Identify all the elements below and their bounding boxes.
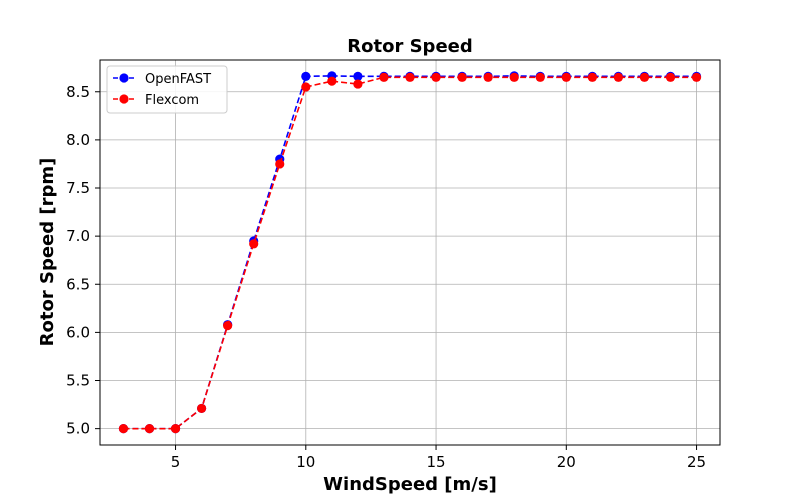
- flexcom-data-point: [613, 72, 624, 82]
- flexcom-data-point: [275, 159, 285, 169]
- flexcom-series-line: [123, 76, 697, 430]
- y-axis-label: Rotor Speed [rpm]: [37, 158, 58, 347]
- flexcom-data-point: [483, 72, 493, 82]
- flexcom-data-point: [223, 321, 233, 331]
- flexcom-data-point: [405, 72, 415, 82]
- flexcom-data-point: [587, 72, 597, 82]
- axis-ticks: 5 10 15 20 25 5.0 5.5 6.0 6.5 7.0 7.5 8.0 8.5: [66, 83, 706, 471]
- grid-lines: [100, 60, 720, 445]
- flexcom-data-point: [301, 82, 311, 92]
- y-tick-label: 7.0: [66, 227, 90, 245]
- x-tick-label: 5: [171, 453, 181, 471]
- x-tick-label: 15: [427, 453, 446, 471]
- openfast-series-line: [123, 75, 697, 430]
- flexcom-data-point: [118, 424, 129, 434]
- flexcom-data-point: [639, 72, 650, 82]
- y-tick-label: 6.0: [66, 323, 90, 341]
- flexcom-data-point: [353, 79, 363, 89]
- y-tick-label: 8.5: [66, 83, 90, 101]
- y-tick-label: 6.5: [66, 275, 90, 293]
- plot-frame: [99, 59, 721, 446]
- flexcom-data-point: [144, 424, 155, 434]
- x-tick-label: 25: [687, 453, 706, 471]
- y-tick-label: 8.0: [66, 131, 90, 149]
- flexcom-data-point: [665, 72, 676, 82]
- legend-flexcom-label: Flexcom: [145, 93, 199, 108]
- flexcom-data-point: [431, 72, 441, 82]
- flexcom-data-point: [327, 76, 337, 86]
- flexcom-data-point: [379, 72, 389, 82]
- openfast-data-point: [353, 71, 363, 81]
- flexcom-data-point: [535, 72, 545, 82]
- legend-flexcom-marker: [119, 94, 129, 104]
- flexcom-data-point: [196, 403, 207, 414]
- legend-openfast-label: OpenFAST: [145, 72, 211, 87]
- y-tick-label: 5.5: [66, 372, 90, 390]
- flexcom-data-point: [249, 239, 259, 249]
- x-tick-label: 10: [296, 453, 315, 471]
- chart-title: Rotor Speed: [347, 36, 473, 57]
- legend-box: [106, 65, 228, 114]
- flexcom-data-point: [561, 72, 571, 82]
- openfast-data-point: [301, 71, 311, 81]
- y-tick-label: 5.0: [66, 420, 90, 438]
- x-tick-label: 20: [557, 453, 576, 471]
- flexcom-data-point: [457, 72, 467, 82]
- flexcom-data-point: [509, 72, 519, 82]
- legend: OpenFAST Flexcom: [106, 65, 228, 114]
- legend-openfast-marker: [119, 73, 129, 83]
- series-layer: [118, 71, 702, 434]
- x-axis-label: WindSpeed [m/s]: [323, 474, 497, 495]
- flexcom-data-point: [691, 72, 702, 82]
- y-tick-label: 7.5: [66, 179, 90, 197]
- flexcom-data-point: [170, 424, 181, 434]
